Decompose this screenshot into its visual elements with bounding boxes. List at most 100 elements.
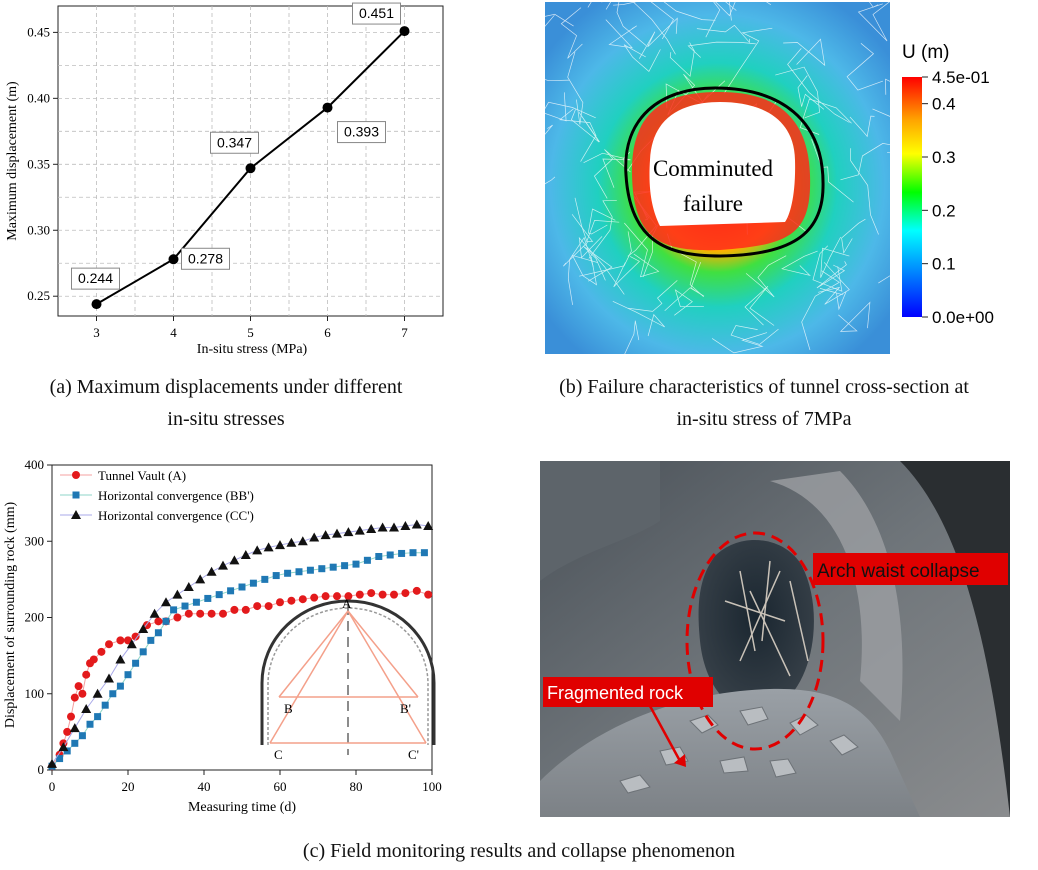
fragmented-rock-arrow: [648, 705, 682, 762]
panel-c-legend-marker: [72, 491, 80, 499]
panel-c-data-point: [284, 569, 292, 577]
panel-c-data-point: [78, 732, 86, 740]
panel-b-tunnel-opening: [649, 102, 796, 226]
panel-a-x-tick-label: 4: [170, 325, 177, 340]
panel-c-data-point: [132, 659, 140, 667]
panel-a-ticks: 3 4 5 6 7 0.25 0.30 0.35 0.40 0.45: [27, 24, 408, 340]
panel-a-y-tick-label: 0.30: [27, 222, 50, 237]
panel-b-crack-line: [545, 92, 567, 122]
panel-c-data-point: [309, 532, 320, 542]
panel-a-y-tick-label: 0.45: [27, 24, 50, 39]
colorbar-tick-label: 0.1: [932, 255, 956, 274]
panel-b-crack-line: [624, 222, 660, 278]
panel-a-data-point: [91, 299, 102, 310]
panel-a-data-label: 0.451: [359, 5, 394, 21]
panel-b-crack-line: [587, 208, 616, 235]
panel-c-x-tick-label: 0: [49, 779, 56, 794]
panel-c-data-point: [363, 556, 371, 564]
panel-b-crack-line: [812, 245, 843, 292]
panel-c-data-point: [249, 579, 257, 587]
panel-b-crack-line: [820, 236, 850, 278]
panel-a-data-label-box: [210, 131, 259, 154]
panel-b-label-line2: failure: [683, 191, 743, 216]
panel-c-data-point: [78, 689, 87, 698]
panel-b-crack-line: [612, 300, 665, 337]
panel-c-data-point: [58, 742, 69, 752]
panel-c-data-point: [206, 566, 217, 576]
panel-c-data-point: [183, 582, 194, 591]
diagram-label-a: A: [342, 596, 352, 611]
panel-c-data-point: [109, 690, 117, 698]
panel-c-x-tick-label: 100: [422, 779, 442, 794]
panel-c-data-point: [215, 591, 223, 599]
panel-c-y-tick-label: 300: [25, 533, 45, 548]
colorbar-tick-label: 0.2: [932, 201, 956, 220]
panel-b-crack-line: [787, 48, 850, 123]
photo-collapse-cavity: [698, 539, 814, 713]
panel-b-crack-line: [849, 115, 875, 138]
panel-a-y-tick-label: 0.35: [27, 156, 50, 171]
diagram-line-ab2: [347, 610, 419, 698]
panel-c-data-point: [218, 560, 228, 570]
photo-rebars: [724, 560, 809, 677]
panel-b-crack-line: [775, 66, 820, 119]
panel-b-crack-line: [696, 24, 750, 44]
panel-c-data-point: [344, 592, 353, 601]
panel-c-data-point: [154, 617, 163, 626]
panel-b-crack-line: [583, 152, 631, 188]
panel-c-data-point: [81, 704, 92, 713]
collapse-dashed-ellipse: [685, 531, 825, 751]
panel-c-data-point: [355, 590, 364, 599]
panel-b-crack-line: [869, 2, 879, 8]
panel-b-crack-line: [567, 51, 584, 125]
panel-c-x-tick-label: 60: [274, 779, 287, 794]
panel-b-crack-line: [846, 43, 884, 91]
panel-c-data-point: [240, 549, 251, 559]
panel-c-data-point: [343, 527, 354, 537]
panel-a-points: [91, 26, 410, 310]
panel-c-data-point: [264, 602, 273, 611]
panel-c-data-point: [332, 528, 342, 538]
photo-tunnel-lining-left: [540, 461, 660, 581]
panel-b-crack-network: [545, 2, 890, 354]
panel-b-crack-line: [588, 199, 617, 259]
diagram-line-ab: [278, 610, 349, 698]
panel-c-data-point: [172, 589, 183, 599]
panel-c-data-point: [47, 758, 57, 768]
panel-c-legend-label: Horizontal convergence (BB'): [98, 488, 254, 503]
panel-c-data-point: [97, 647, 106, 656]
panel-c-data-point: [252, 545, 263, 555]
panel-c-data-point: [101, 701, 109, 709]
panel-c-data-point: [286, 537, 297, 547]
panel-b-crack-line: [872, 78, 890, 117]
panel-c-data-point: [92, 688, 103, 698]
panel-c-data-point: [131, 632, 140, 641]
panel-b-crack-line: [840, 143, 890, 181]
panel-b-caption-line2: in-situ stress of 7MPa: [676, 408, 852, 430]
panel-c-x-tick-label: 20: [122, 779, 135, 794]
panel-b-crack-line: [744, 286, 775, 326]
panel-c-data-point: [409, 549, 417, 557]
panel-c-data-point: [89, 655, 98, 664]
panel-b-crack-line: [850, 148, 879, 235]
panel-c-data-point: [401, 589, 410, 598]
panel-c-y-tick-label: 0: [38, 762, 45, 777]
panel-a-data-point: [168, 254, 179, 265]
panel-b-crack-line: [730, 325, 779, 345]
panel-c-plot-frame: [51, 464, 433, 771]
panel-c-data-point: [298, 595, 307, 604]
panel-c-data-point: [104, 673, 114, 683]
panel-c-data-point: [126, 639, 137, 649]
panel-c-data-point: [423, 521, 434, 530]
panel-c-data-point: [56, 755, 64, 763]
panel-b-caption-line1: (b) Failure characteristics of tunnel cr…: [559, 376, 969, 398]
panel-c-data-point: [287, 596, 296, 605]
panel-c-data-point: [192, 598, 200, 606]
panel-c-data-point: [238, 583, 246, 591]
panel-c-ticks: 0 20 40 60 80 100 0 100 200 300 400: [25, 457, 442, 794]
panel-a-data-label-box: [71, 267, 120, 290]
panel-b-crack-line: [705, 2, 737, 38]
panel-c-data-point: [195, 574, 206, 584]
panel-b-crack-line: [545, 101, 596, 119]
panel-c-series: [47, 519, 434, 771]
